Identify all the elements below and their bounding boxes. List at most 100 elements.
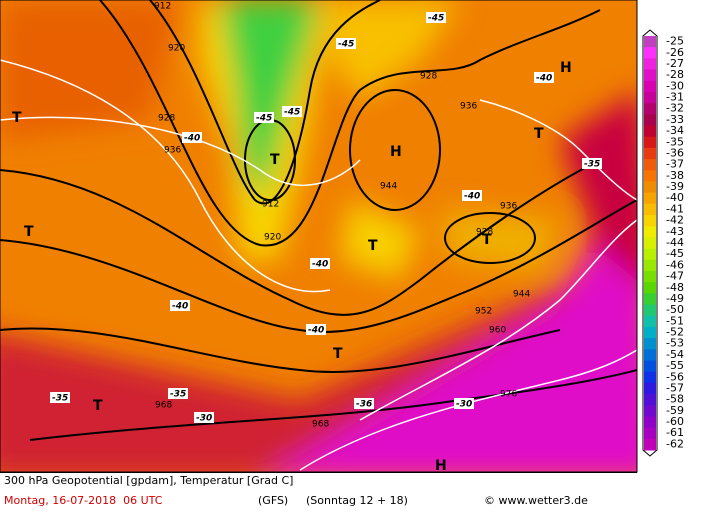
footer-date: Montag, 16-07-2018 06 UTC <box>4 494 163 507</box>
pressure-center: T <box>270 152 280 168</box>
legend-label: -56 <box>666 370 684 383</box>
legend-swatch <box>644 382 656 395</box>
legend-label: -51 <box>666 314 684 327</box>
legend-label: -50 <box>666 303 684 316</box>
footer-model: (GFS) <box>258 494 289 507</box>
legend-swatch <box>644 69 656 82</box>
legend-swatch <box>644 159 656 171</box>
legend-label: -32 <box>666 102 684 115</box>
legend-swatch <box>644 427 656 440</box>
legend-swatch <box>644 170 656 182</box>
isotherm-label: -35 <box>170 390 186 400</box>
legend-swatch <box>644 114 656 127</box>
footer-credit: © www.wetter3.de <box>484 494 588 507</box>
legend-swatch <box>644 394 656 406</box>
legend-swatch <box>644 136 656 149</box>
legend-label: -58 <box>666 393 684 406</box>
height-label: 952 <box>475 307 492 317</box>
legend-swatch <box>644 326 656 339</box>
height-label: 920 <box>264 233 281 243</box>
label-bg <box>462 190 482 201</box>
legend-label: -43 <box>666 225 684 238</box>
isotherm-label: -45 <box>256 114 272 124</box>
pressure-center: H <box>560 60 572 76</box>
height-label: 936 <box>460 102 477 112</box>
legend-label: -26 <box>666 46 684 59</box>
isotherm-label: -40 <box>464 192 480 202</box>
legend-label: -57 <box>666 381 684 394</box>
label-bg <box>534 72 554 83</box>
isotherm-label: -40 <box>536 74 552 84</box>
legend-swatch <box>644 270 656 283</box>
pressure-center: T <box>534 126 544 142</box>
pressure-center: T <box>333 346 343 362</box>
legend-label: -25 <box>666 35 684 48</box>
legend-swatch <box>644 405 656 417</box>
legend-label: -39 <box>666 180 684 193</box>
legend-swatch <box>644 416 656 429</box>
legend-label: -52 <box>666 326 684 339</box>
legend-label: -37 <box>666 158 684 171</box>
legend-swatch <box>644 338 656 350</box>
height-label: 968 <box>312 420 329 430</box>
isotherm-label: -45 <box>284 108 300 118</box>
label-bg <box>168 388 188 399</box>
label-bg <box>182 132 202 143</box>
height-label: 976 <box>500 390 517 400</box>
legend-swatch <box>644 36 656 48</box>
height-label: 936 <box>164 146 181 156</box>
height-label: 968 <box>155 401 172 411</box>
legend-swatch <box>644 304 656 317</box>
legend-label: -27 <box>666 57 684 70</box>
legend-label: -33 <box>666 113 684 126</box>
pressure-center: T <box>368 238 378 254</box>
legend-swatch <box>644 282 656 294</box>
legend-swatch <box>644 215 656 227</box>
legend-swatch <box>644 80 656 93</box>
legend-label: -55 <box>666 359 684 372</box>
label-bg <box>254 112 274 123</box>
isotherm-label: -36 <box>356 400 372 410</box>
legend-label: -31 <box>666 91 684 104</box>
legend-label: -62 <box>666 437 684 450</box>
pressure-center: T <box>482 232 492 248</box>
legend-swatch <box>644 147 656 160</box>
label-bg <box>50 392 70 403</box>
height-label: 920 <box>168 44 185 54</box>
legend-swatch <box>644 259 656 272</box>
legend-label: -35 <box>666 135 684 148</box>
height-label: 936 <box>500 202 517 212</box>
pressure-center: T <box>24 224 34 240</box>
legend-label: -44 <box>666 236 684 249</box>
legend-label: -42 <box>666 214 684 227</box>
isotherm-label: -40 <box>172 302 188 312</box>
label-bg <box>582 158 602 169</box>
height-label: 912 <box>262 200 279 210</box>
isotherm-label: -45 <box>428 14 444 24</box>
legend-swatch <box>644 315 656 328</box>
footer-run: (Sonntag 12 + 18) <box>306 494 408 507</box>
legend-label: -48 <box>666 281 684 294</box>
legend-swatch <box>644 371 656 384</box>
label-bg <box>426 12 446 23</box>
pressure-center: H <box>390 144 402 160</box>
isotherm-label: -40 <box>312 260 328 270</box>
height-label: 912 <box>154 2 171 12</box>
legend-swatch <box>644 91 656 104</box>
isotherm-label: -35 <box>52 394 68 404</box>
height-label: 928 <box>420 72 437 82</box>
legend-label: -40 <box>666 191 684 204</box>
legend-swatch <box>644 248 656 261</box>
legend-label: -53 <box>666 337 684 350</box>
pressure-center: T <box>93 398 103 414</box>
legend-label: -46 <box>666 258 684 271</box>
legend-label: -54 <box>666 348 684 361</box>
legend-label: -30 <box>666 79 684 92</box>
isotherm-label: -45 <box>338 40 354 50</box>
legend-label: -38 <box>666 169 684 182</box>
label-bg <box>336 38 356 49</box>
map-field <box>0 0 637 472</box>
height-label: 944 <box>513 290 530 300</box>
legend-label: -36 <box>666 146 684 159</box>
